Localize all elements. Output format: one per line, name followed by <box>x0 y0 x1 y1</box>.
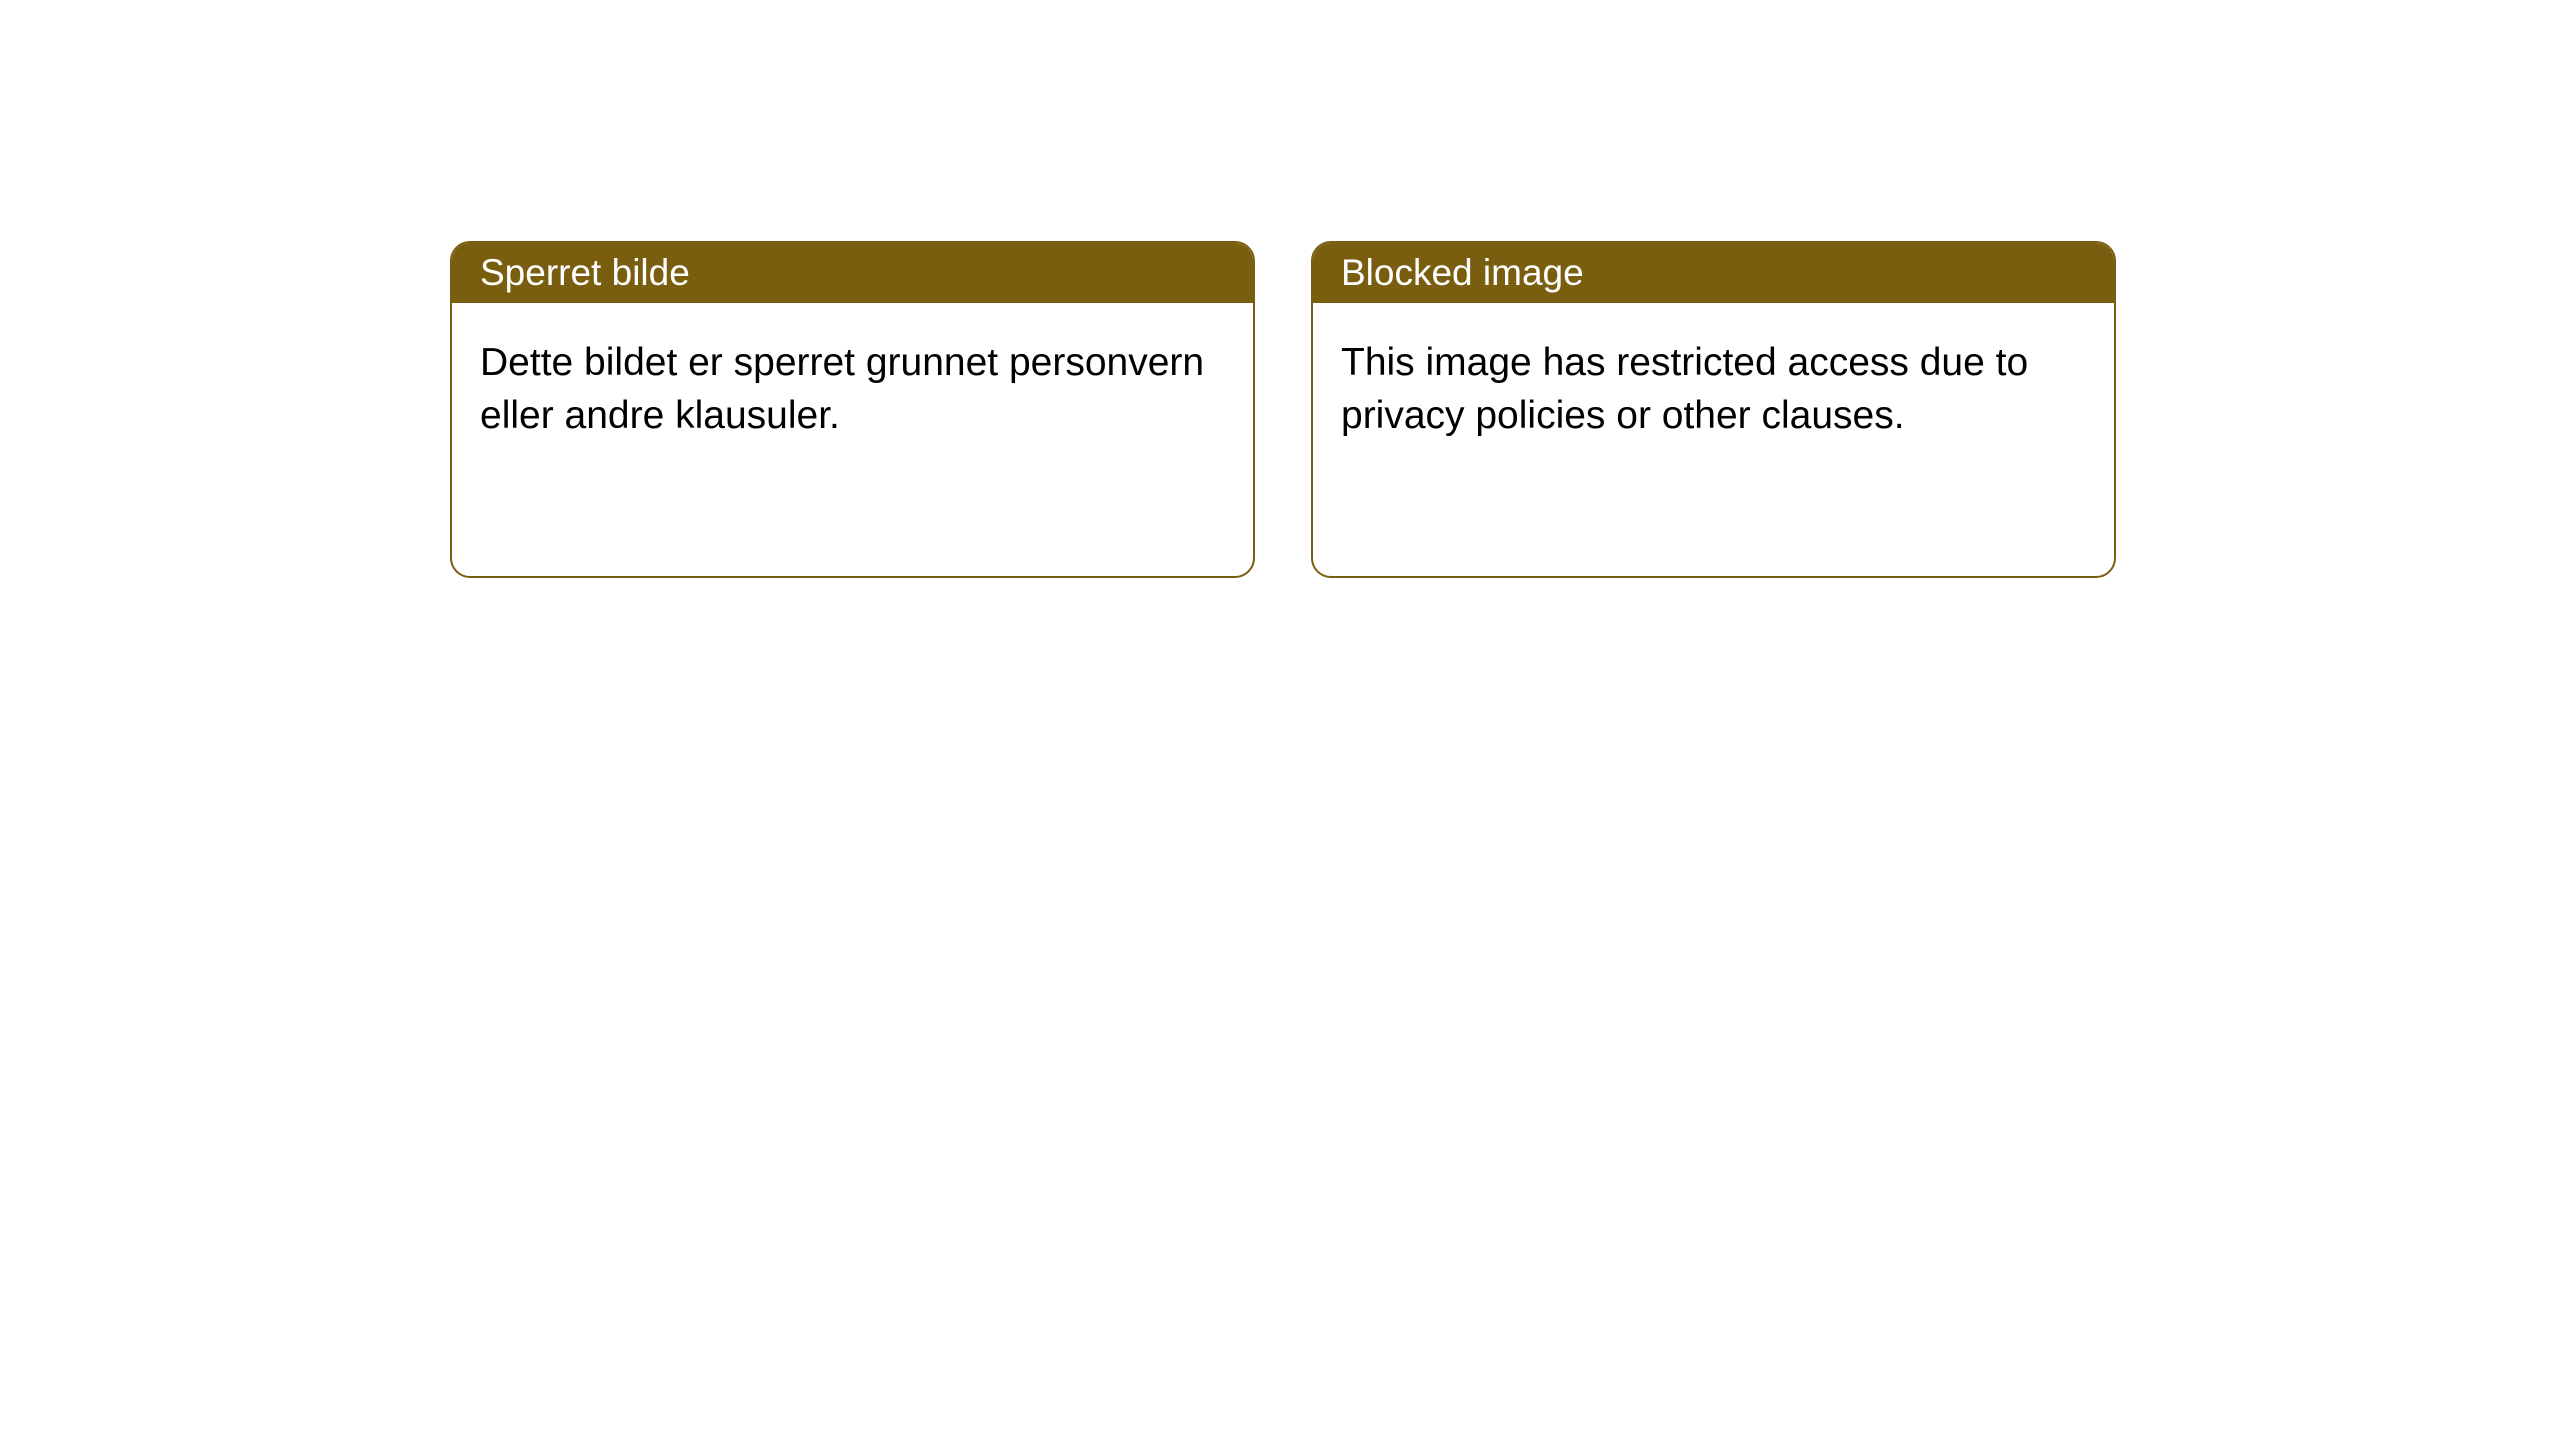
card-header-norwegian: Sperret bilde <box>452 243 1253 303</box>
card-header-english: Blocked image <box>1313 243 2114 303</box>
card-body-norwegian: Dette bildet er sperret grunnet personve… <box>452 303 1253 476</box>
card-text-english: This image has restricted access due to … <box>1341 341 2028 437</box>
card-text-norwegian: Dette bildet er sperret grunnet personve… <box>480 341 1204 437</box>
notice-card-english: Blocked image This image has restricted … <box>1311 241 2116 578</box>
card-title-norwegian: Sperret bilde <box>480 252 690 294</box>
notice-card-norwegian: Sperret bilde Dette bildet er sperret gr… <box>450 241 1255 578</box>
card-title-english: Blocked image <box>1341 252 1584 294</box>
notice-container: Sperret bilde Dette bildet er sperret gr… <box>450 241 2116 578</box>
card-body-english: This image has restricted access due to … <box>1313 303 2114 476</box>
